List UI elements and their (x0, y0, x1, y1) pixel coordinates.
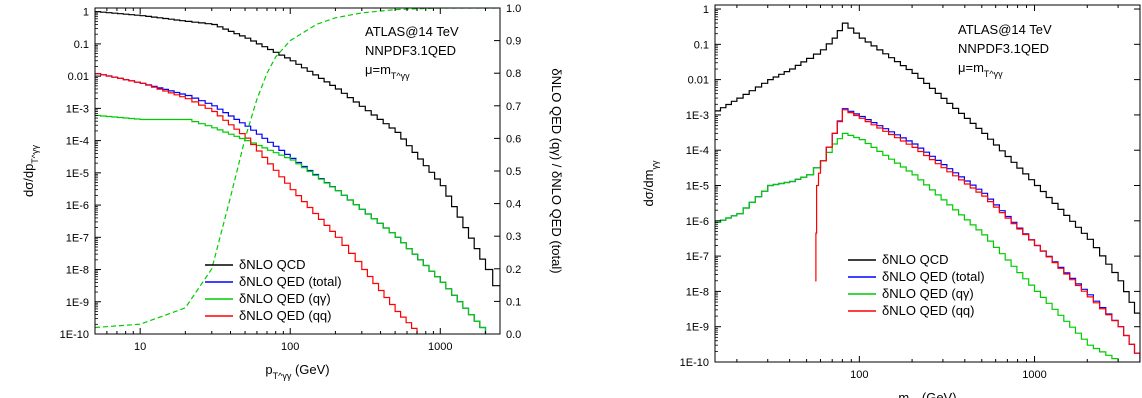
y-tick-label: 1E-4 (66, 136, 89, 148)
y-tick-label: 1E-7 (686, 251, 709, 263)
annotation-3: μ=mT^γγ (958, 60, 1003, 79)
y-tick-label: 1E-3 (686, 110, 709, 122)
y2-tick-label: 1.0 (506, 3, 521, 15)
y2-axis-title: δNLO QED (qγ) / δNLO QED (total) (549, 68, 564, 273)
series-line-3 (715, 132, 1119, 362)
legend-label: δNLO QED (total) (239, 274, 342, 289)
legend: δNLO QCD δNLO QED (total) δNLO QED (qγ) δNL… (848, 252, 985, 318)
x-axis-title: pT^γγ (GeV) (265, 362, 329, 381)
plot-frame (714, 4, 1141, 363)
y-tick-label: 1E-10 (680, 357, 709, 369)
y-tick-label: 1 (83, 7, 89, 19)
y-tick-label: 1E-6 (686, 216, 709, 228)
y2-tick-label: 0.7 (506, 101, 521, 113)
y2-tick-label: 0.1 (506, 296, 521, 308)
y-tick-label: 1E-5 (686, 181, 709, 193)
series-group (95, 8, 500, 334)
y-tick-label: 1E-7 (66, 232, 89, 244)
y-tick-label: 0.01 (68, 71, 89, 83)
legend-label: δNLO QED (qγ) (239, 291, 331, 306)
legend-label: δNLO QED (qq) (882, 303, 974, 318)
series-line-4 (95, 73, 418, 334)
y-tick-label: 0.1 (694, 39, 709, 51)
y-tick-label: 1E-10 (60, 329, 89, 341)
legend: δNLO QCD δNLO QED (total) δNLO QED (qγ) δNL… (205, 257, 342, 323)
y-axis-title: dσ/dmγγ (641, 160, 660, 206)
series-line-1 (95, 11, 500, 302)
annotation-2: NNPDF3.1QED (365, 43, 456, 58)
legend-label: δNLO QCD (882, 252, 948, 267)
legend-label: δNLO QED (qq) (239, 308, 331, 323)
legend-label: δNLO QCD (239, 257, 305, 272)
annotation-3: μ=mT^γγ (365, 62, 410, 81)
y2-tick-label: 0.8 (506, 68, 521, 80)
y-tick-label: 1E-9 (686, 322, 709, 334)
x-tick-label: 100 (281, 341, 299, 353)
series-line-1 (715, 22, 1140, 324)
y-tick-label: 1E-6 (66, 200, 89, 212)
y-axis-title: dσ/dpT^γγ (21, 144, 40, 197)
series-line-5 (95, 8, 500, 329)
chart-panel-2: 100 1000 1 0.1 0.01 1E-3 1E-4 1E-5 1E-6 1E-7 1E-8 1… (641, 4, 1141, 398)
series-line-3 (95, 114, 487, 334)
x-tick-label: 1000 (1022, 369, 1046, 381)
x-axis-title: mγγ (GeV) (898, 390, 956, 398)
annotation-2: NNPDF3.1QED (958, 41, 1049, 56)
y-tick-label: 1E-8 (66, 265, 89, 277)
y-tick-label: 0.1 (74, 39, 89, 51)
y2-tick-label: 0.4 (506, 199, 521, 211)
x-tick-label: 1000 (428, 341, 452, 353)
series-group (715, 22, 1140, 362)
series-line-4 (815, 109, 1140, 362)
y-tick-label: 1E-4 (686, 145, 709, 157)
y-tick-label: 1E-8 (686, 286, 709, 298)
x-tick-label: 10 (134, 341, 146, 353)
y2-tick-label: 0.5 (506, 166, 521, 178)
y2-tick-label: 0.0 (506, 329, 521, 341)
annotation-1: ATLAS@14 TeV (958, 22, 1052, 37)
legend-label: δNLO QED (qγ) (882, 286, 974, 301)
y-tick-label: 1E-5 (66, 168, 89, 180)
x-tick-label: 100 (850, 369, 868, 381)
y-tick-label: 1E-9 (66, 297, 89, 309)
y-tick-label: 1E-3 (66, 103, 89, 115)
y2-tick-label: 0.9 (506, 36, 521, 48)
y2-tick-label: 0.2 (506, 264, 521, 276)
y2-tick-label: 0.6 (506, 133, 521, 145)
y2-tick-label: 0.3 (506, 231, 521, 243)
y-tick-label: 0.01 (688, 75, 709, 87)
chart-panel-1: 10 100 1000 1 0.1 0.01 1E-3 1E-4 1E-5 1E-6 1E-7 1E-… (21, 3, 564, 381)
annotation-1: ATLAS@14 TeV (365, 24, 459, 39)
legend-label: δNLO QED (total) (882, 269, 985, 284)
y-tick-label: 1 (703, 4, 709, 16)
